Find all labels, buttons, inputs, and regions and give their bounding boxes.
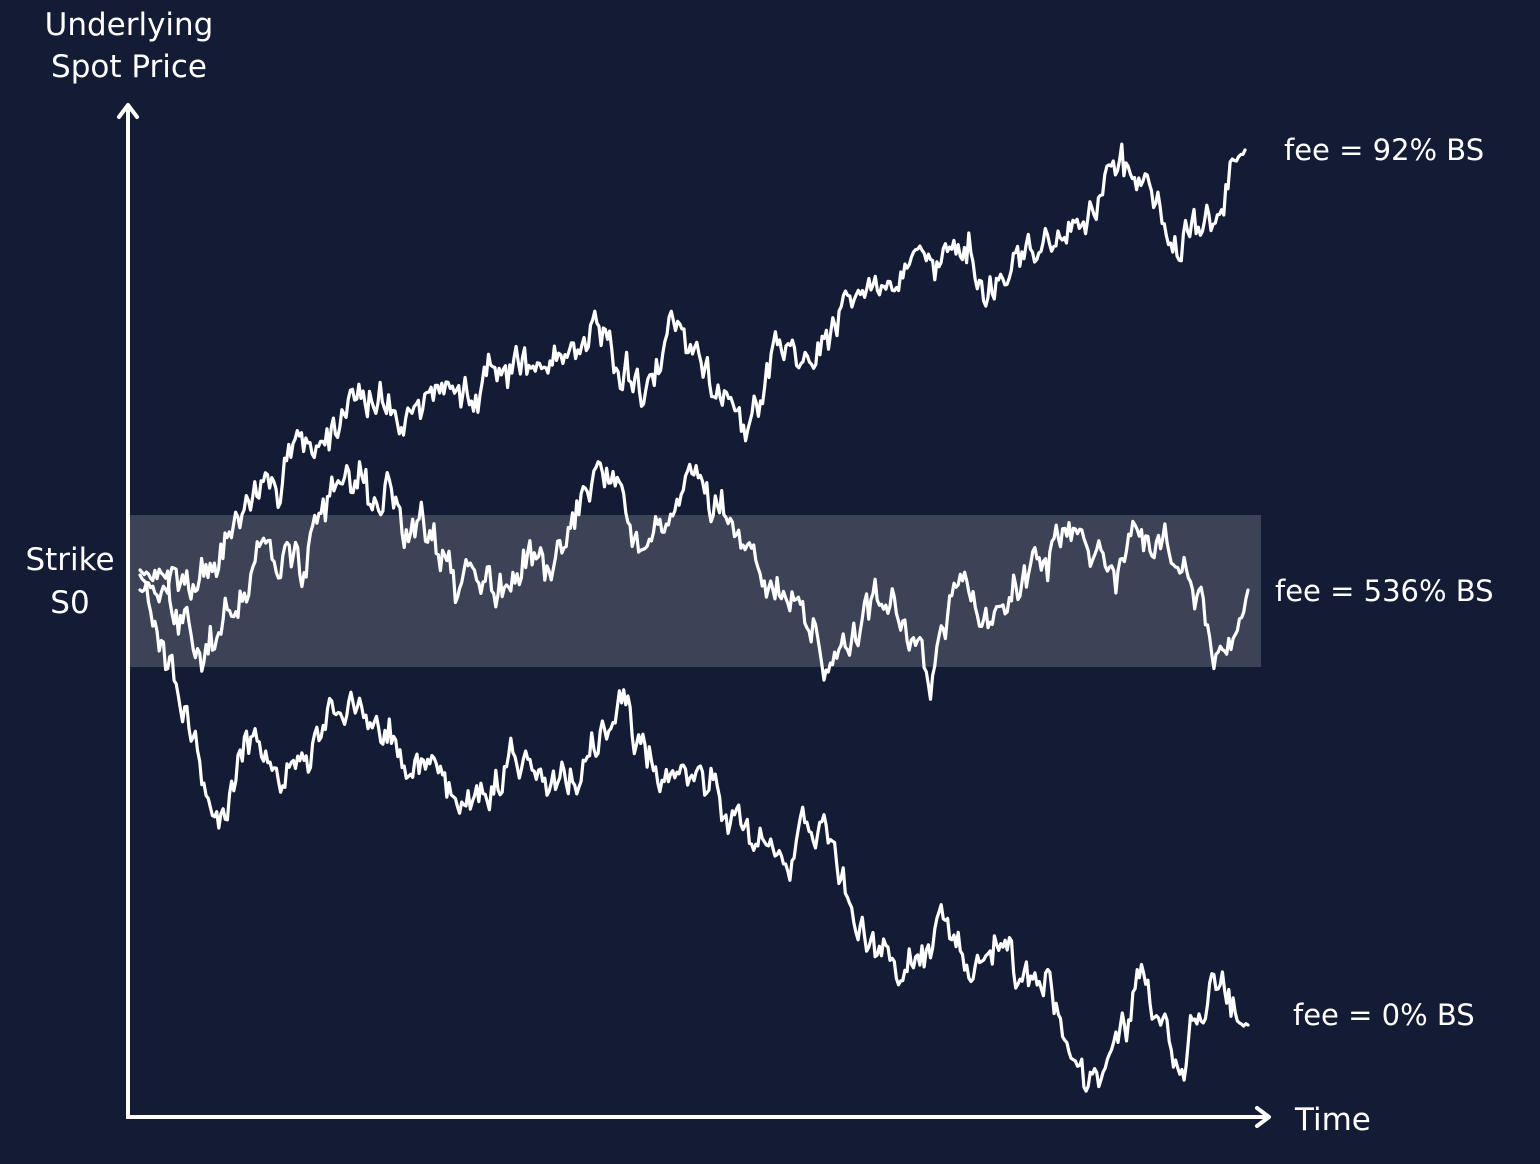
y-axis-arrowhead: [117, 103, 139, 119]
path-label-lower: fee = 0% BS: [1293, 998, 1475, 1032]
path-label-middle: fee = 536% BS: [1275, 574, 1494, 608]
path-label-upper: fee = 92% BS: [1284, 133, 1484, 167]
price-path-upper: [138, 142, 1247, 604]
y-axis-label-line2: Spot Price: [51, 49, 207, 85]
y-axis-label-line1: Underlying: [45, 7, 214, 43]
x-axis: [126, 1106, 1271, 1128]
x-axis-label: Time: [1294, 1102, 1371, 1138]
strike-band: [130, 515, 1261, 667]
price-path-lower: [138, 573, 1250, 1093]
strike-label-line2: S0: [50, 585, 89, 621]
x-axis-arrowhead: [1255, 1106, 1271, 1128]
strike-label-line1: Strike: [25, 542, 114, 578]
y-axis: [117, 103, 139, 1117]
price-path-middle: [138, 460, 1250, 701]
